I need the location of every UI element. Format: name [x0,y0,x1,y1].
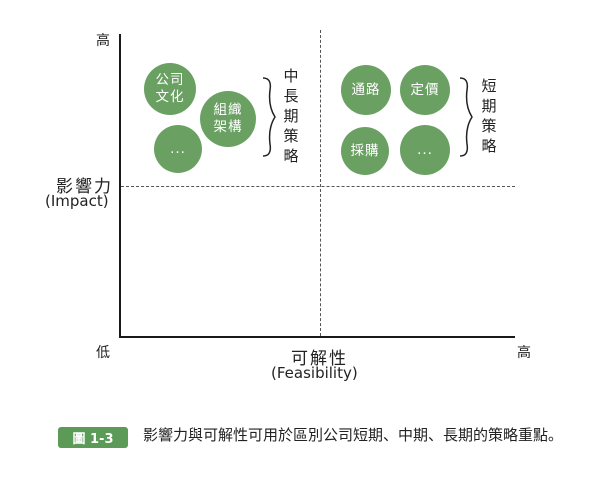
left-group-label: 中 長 期 策 略 [282,66,300,166]
y-axis [119,34,121,338]
y-axis-low-label: 低 [96,345,110,361]
circle-org-structure: 組織 架構 [200,91,256,147]
right-label-char: 策 [481,117,497,135]
circle-channel: 通路 [341,65,391,115]
right-group-label: 短 期 策 略 [480,76,498,156]
horizontal-divider [121,186,515,187]
left-label-char: 期 [283,107,299,125]
left-label-char: 中 [283,67,299,85]
x-axis-title-en: (Feasibility) [271,364,358,382]
y-axis-title: 影響力 [56,177,113,197]
x-axis-title: 可解性 [291,349,348,369]
y-axis-high-label: 高 [96,33,110,49]
figure-badge: 圖 1-3 [58,427,128,448]
circle-left-more: ... [154,125,202,173]
circle-right-more: ... [400,125,450,175]
left-label-char: 略 [283,147,299,165]
figure-caption: 影響力與可解性可用於區別公司短期、中期、長期的策略重點。 [143,426,564,444]
left-label-char: 策 [283,127,299,145]
right-label-char: 期 [481,97,497,115]
x-axis [119,336,515,338]
circle-procurement: 採購 [341,127,389,175]
circle-company-culture: 公司 文化 [144,63,196,115]
left-label-char: 長 [283,87,299,105]
right-label-char: 略 [481,137,497,155]
right-label-char: 短 [481,77,497,95]
right-brace-icon [459,77,473,157]
circle-pricing: 定價 [400,65,450,115]
vertical-divider [320,30,321,336]
left-brace-icon [262,77,276,157]
x-axis-high-label: 高 [517,345,531,361]
y-axis-title-en: (Impact) [45,192,109,210]
